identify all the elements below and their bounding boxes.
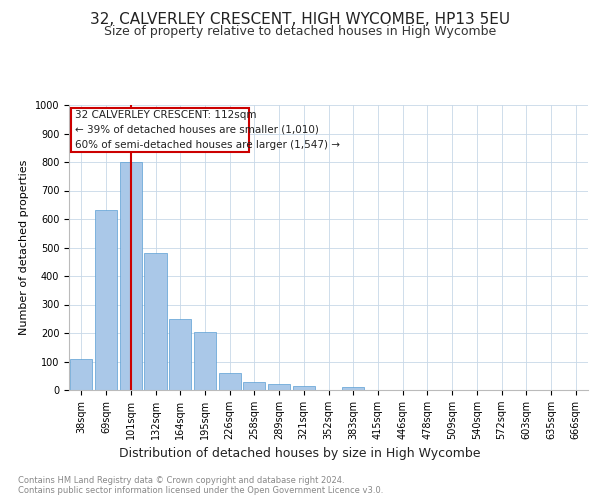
Bar xyxy=(119,162,142,390)
Bar xyxy=(268,384,290,390)
FancyBboxPatch shape xyxy=(71,108,250,152)
Text: ← 39% of detached houses are smaller (1,010): ← 39% of detached houses are smaller (1,… xyxy=(74,125,319,135)
Bar xyxy=(293,386,315,390)
Bar xyxy=(145,253,167,390)
Bar xyxy=(243,382,265,390)
Bar xyxy=(218,373,241,390)
Bar xyxy=(194,332,216,390)
Text: 32 CALVERLEY CRESCENT: 112sqm: 32 CALVERLEY CRESCENT: 112sqm xyxy=(74,110,256,120)
Text: Size of property relative to detached houses in High Wycombe: Size of property relative to detached ho… xyxy=(104,25,496,38)
Text: Distribution of detached houses by size in High Wycombe: Distribution of detached houses by size … xyxy=(119,448,481,460)
Bar xyxy=(70,358,92,390)
Text: Contains HM Land Registry data © Crown copyright and database right 2024.: Contains HM Land Registry data © Crown c… xyxy=(18,476,344,485)
Bar xyxy=(169,319,191,390)
Text: Contains public sector information licensed under the Open Government Licence v3: Contains public sector information licen… xyxy=(18,486,383,495)
Text: 32, CALVERLEY CRESCENT, HIGH WYCOMBE, HP13 5EU: 32, CALVERLEY CRESCENT, HIGH WYCOMBE, HP… xyxy=(90,12,510,28)
Y-axis label: Number of detached properties: Number of detached properties xyxy=(19,160,29,335)
Bar xyxy=(95,210,117,390)
Bar xyxy=(342,387,364,390)
Text: 60% of semi-detached houses are larger (1,547) →: 60% of semi-detached houses are larger (… xyxy=(74,140,340,150)
